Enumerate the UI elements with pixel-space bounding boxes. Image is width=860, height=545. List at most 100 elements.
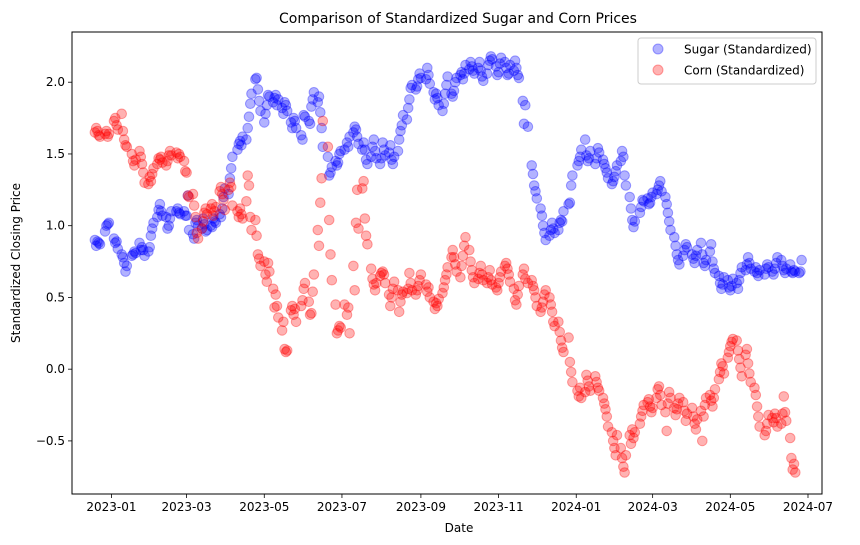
data-point	[656, 399, 667, 411]
data-point	[704, 389, 716, 401]
data-point	[520, 273, 531, 285]
data-point	[386, 154, 397, 165]
data-point	[484, 264, 496, 276]
data-point	[285, 117, 297, 128]
data-point	[484, 55, 496, 67]
data-point	[196, 223, 208, 234]
data-point	[379, 277, 391, 289]
data-point	[689, 418, 701, 430]
data-point	[360, 154, 372, 165]
data-point	[660, 191, 671, 203]
data-point	[474, 267, 485, 279]
x-tick-label: 2023-07	[317, 500, 367, 514]
data-point	[686, 249, 698, 260]
data-point	[618, 151, 629, 163]
data-point	[652, 184, 664, 196]
data-point	[411, 81, 423, 92]
data-point	[602, 421, 614, 432]
data-point	[208, 213, 219, 224]
data-point	[644, 401, 656, 412]
data-point	[358, 137, 369, 148]
data-point	[322, 141, 334, 153]
data-point	[601, 411, 613, 422]
data-point	[619, 467, 630, 478]
data-point	[200, 203, 211, 214]
data-point	[160, 160, 172, 171]
data-point	[401, 287, 413, 299]
data-point	[688, 253, 699, 265]
data-point	[180, 210, 191, 221]
data-point	[371, 153, 382, 164]
data-point	[208, 210, 219, 221]
data-point	[493, 277, 504, 289]
data-point	[749, 382, 760, 394]
data-point	[110, 112, 121, 124]
data-point	[316, 173, 327, 184]
data-point	[306, 307, 317, 319]
data-point	[273, 312, 284, 323]
data-point	[387, 158, 399, 170]
data-point	[138, 244, 149, 256]
data-point	[787, 267, 799, 279]
data-point	[173, 148, 185, 160]
data-point	[638, 196, 650, 207]
data-point	[674, 259, 685, 270]
data-point	[130, 154, 141, 165]
data-point	[707, 256, 718, 267]
data-point	[582, 155, 594, 167]
data-point	[246, 88, 257, 99]
data-point	[232, 206, 243, 217]
data-point	[627, 424, 638, 435]
data-point	[593, 385, 605, 397]
data-point	[358, 175, 369, 187]
data-point	[251, 230, 262, 241]
data-point	[270, 289, 282, 300]
data-point	[475, 260, 487, 272]
data-point	[576, 144, 587, 155]
data-point	[145, 175, 157, 187]
data-point	[339, 144, 350, 155]
data-point	[455, 272, 466, 283]
data-point	[397, 109, 409, 121]
data-point	[609, 171, 620, 183]
data-point	[322, 151, 334, 163]
data-point	[146, 168, 158, 180]
data-point	[736, 371, 748, 382]
data-point	[438, 98, 450, 109]
x-axis: 2023-01 2023-03 2023-05 2023-07 2023-09 2023-…	[86, 494, 833, 514]
data-point	[287, 300, 298, 312]
data-point	[609, 442, 620, 454]
data-point	[298, 109, 310, 121]
data-point	[415, 269, 427, 280]
data-point	[539, 289, 550, 300]
data-point	[539, 227, 550, 239]
data-point	[583, 381, 595, 392]
data-point	[368, 134, 380, 145]
data-point	[410, 84, 422, 95]
data-point	[677, 250, 689, 262]
chart-title: Comparison of Standardized Sugar and Cor…	[279, 11, 637, 27]
x-tick-label: 2023-01	[86, 500, 136, 514]
data-point	[191, 214, 203, 226]
data-point	[430, 297, 442, 309]
data-point	[241, 196, 252, 207]
data-point	[644, 197, 656, 208]
data-point	[183, 191, 195, 203]
data-point	[242, 170, 253, 181]
data-point	[502, 263, 513, 275]
data-point	[250, 74, 261, 85]
data-point	[157, 210, 168, 221]
y-tick-label: 1.5	[46, 147, 65, 161]
data-point	[727, 273, 739, 285]
data-point	[656, 186, 667, 197]
data-point	[341, 137, 353, 148]
data-point	[624, 191, 636, 203]
data-point	[164, 145, 176, 157]
data-point	[163, 220, 175, 231]
data-point	[174, 208, 186, 220]
data-point	[188, 200, 200, 211]
data-point	[513, 280, 525, 292]
data-point	[787, 464, 799, 475]
data-point	[348, 260, 359, 272]
data-point	[325, 167, 336, 178]
